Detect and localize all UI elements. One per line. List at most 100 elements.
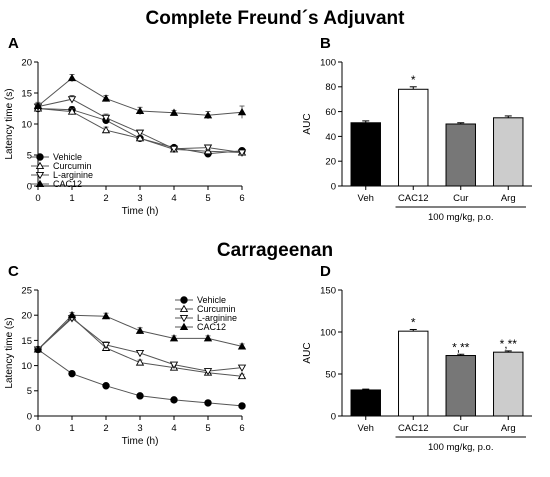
panel-d-bar-chart: D 0 50 100 150 AUC Veh CAC12 * Cur *,** Arg *,** 100 …: [302, 263, 532, 453]
data-point: [237, 149, 247, 157]
data-point: [203, 334, 213, 342]
significance-label: *: [411, 73, 416, 87]
x-tick-label: 1: [69, 193, 74, 204]
y-tick-label: 0: [27, 181, 32, 192]
data-point: [101, 114, 111, 123]
x-tick-label: 4: [171, 193, 176, 204]
data-point: [33, 101, 43, 110]
data-point: [170, 396, 178, 404]
x-tick-label: 6: [239, 423, 244, 434]
data-point: [169, 145, 179, 154]
y-tick-label: 10: [21, 361, 32, 372]
bar-cur: [445, 355, 476, 417]
x-axis-label: Time (h): [122, 436, 159, 447]
x-tick-label: Arg: [501, 423, 516, 434]
bar-cur: [445, 123, 476, 187]
data-point: [33, 345, 43, 353]
data-point: [101, 311, 111, 320]
legend-label: Curcumin: [197, 304, 236, 314]
y-tick-label: 100: [320, 327, 336, 338]
data-point: [135, 350, 145, 358]
x-tick-label: Veh: [358, 193, 374, 204]
y-tick-label: 100: [320, 57, 336, 68]
section-title-cfa: Complete Freund´s Adjuvant: [146, 8, 406, 29]
bar-arg: [493, 351, 524, 417]
x-tick-label: 5: [205, 423, 210, 434]
data-point: [135, 326, 145, 334]
data-point: [203, 368, 213, 376]
panel-label: C: [8, 263, 19, 280]
dose-bracket-label: 100 mg/kg, p.o.: [428, 212, 493, 223]
bar-cac12: [398, 88, 429, 187]
y-tick-label: 15: [21, 336, 32, 347]
section-title-carrageenan: Carrageenan: [217, 240, 333, 261]
data-point: [135, 133, 145, 142]
y-tick-label: 50: [325, 369, 336, 380]
bar-arg: [493, 117, 524, 187]
data-point: [135, 106, 145, 114]
x-tick-label: 2: [103, 423, 108, 434]
y-tick-label: 5: [27, 386, 32, 397]
data-point: [67, 73, 77, 82]
y-tick-label: 150: [320, 285, 336, 296]
dose-bracket-label: 100 mg/kg, p.o.: [428, 442, 493, 453]
y-tick-label: 0: [331, 411, 336, 422]
x-tick-label: 3: [137, 423, 142, 434]
y-tick-label: 5: [27, 150, 32, 161]
legend-marker: [35, 171, 45, 180]
legend-label: CAC12: [197, 322, 226, 332]
x-tick-label: 6: [239, 193, 244, 204]
y-axis-label: AUC: [302, 342, 313, 363]
y-axis-label: AUC: [302, 113, 313, 134]
x-tick-label: CAC12: [398, 423, 429, 434]
y-tick-label: 20: [21, 57, 32, 68]
y-tick-label: 0: [27, 411, 32, 422]
x-tick-label: 3: [137, 193, 142, 204]
y-tick-label: 25: [21, 285, 32, 296]
legend-marker: [179, 304, 189, 312]
x-tick-label: CAC12: [398, 193, 429, 204]
y-axis-label: Latency time (s): [4, 317, 15, 388]
panel-label: D: [320, 263, 331, 280]
panel-c-line-chart: C 0 5 10 15 20 25 0 1 2 3 4 5 6 Time (h) Latency time (…: [4, 263, 247, 447]
x-tick-label: Arg: [501, 193, 516, 204]
legend-label: Vehicle: [197, 295, 226, 305]
data-point: [237, 371, 247, 380]
data-point: [237, 342, 247, 350]
legend-label: CAC12: [53, 179, 82, 189]
x-tick-label: 0: [35, 423, 40, 434]
x-tick-label: 2: [103, 193, 108, 204]
data-point: [136, 392, 144, 400]
series-cac12: [33, 310, 247, 353]
data-point: [102, 382, 110, 390]
y-tick-label: 80: [325, 82, 336, 93]
y-tick-label: 15: [21, 88, 32, 99]
x-tick-label: Veh: [358, 423, 374, 434]
series-cac12: [33, 73, 247, 120]
data-point: [101, 125, 111, 134]
y-tick-label: 10: [21, 119, 32, 130]
data-point: [203, 111, 213, 119]
data-point: [169, 108, 179, 116]
x-tick-label: 4: [171, 423, 176, 434]
panel-b-bar-chart: B 0 20 40 60 80 100 AUC Veh CAC12 * Cur Arg 100 mg/kg…: [302, 35, 532, 223]
bar-veh: [350, 389, 381, 417]
legend-marker: [36, 153, 44, 161]
y-tick-label: 60: [325, 107, 336, 118]
panel-label: A: [8, 35, 19, 52]
y-axis-label: Latency time (s): [4, 88, 15, 159]
y-tick-label: 20: [21, 311, 32, 322]
legend-marker: [179, 322, 189, 330]
data-point: [203, 144, 213, 152]
data-point: [67, 310, 77, 319]
legend-label: Vehicle: [53, 152, 82, 162]
legend-marker: [180, 296, 188, 304]
x-axis-label: Time (h): [122, 206, 159, 217]
significance-label: *,**: [452, 340, 470, 354]
legend-label: L-arginine: [197, 313, 237, 323]
series-l-arginine: [33, 95, 247, 157]
data-point: [135, 358, 145, 366]
x-tick-label: 0: [35, 193, 40, 204]
panel-a-line-chart: A 0 5 10 15 20 0 1 2 3 4 5 6 Time (h) Latency time (s)…: [4, 35, 247, 217]
data-point: [68, 369, 76, 378]
